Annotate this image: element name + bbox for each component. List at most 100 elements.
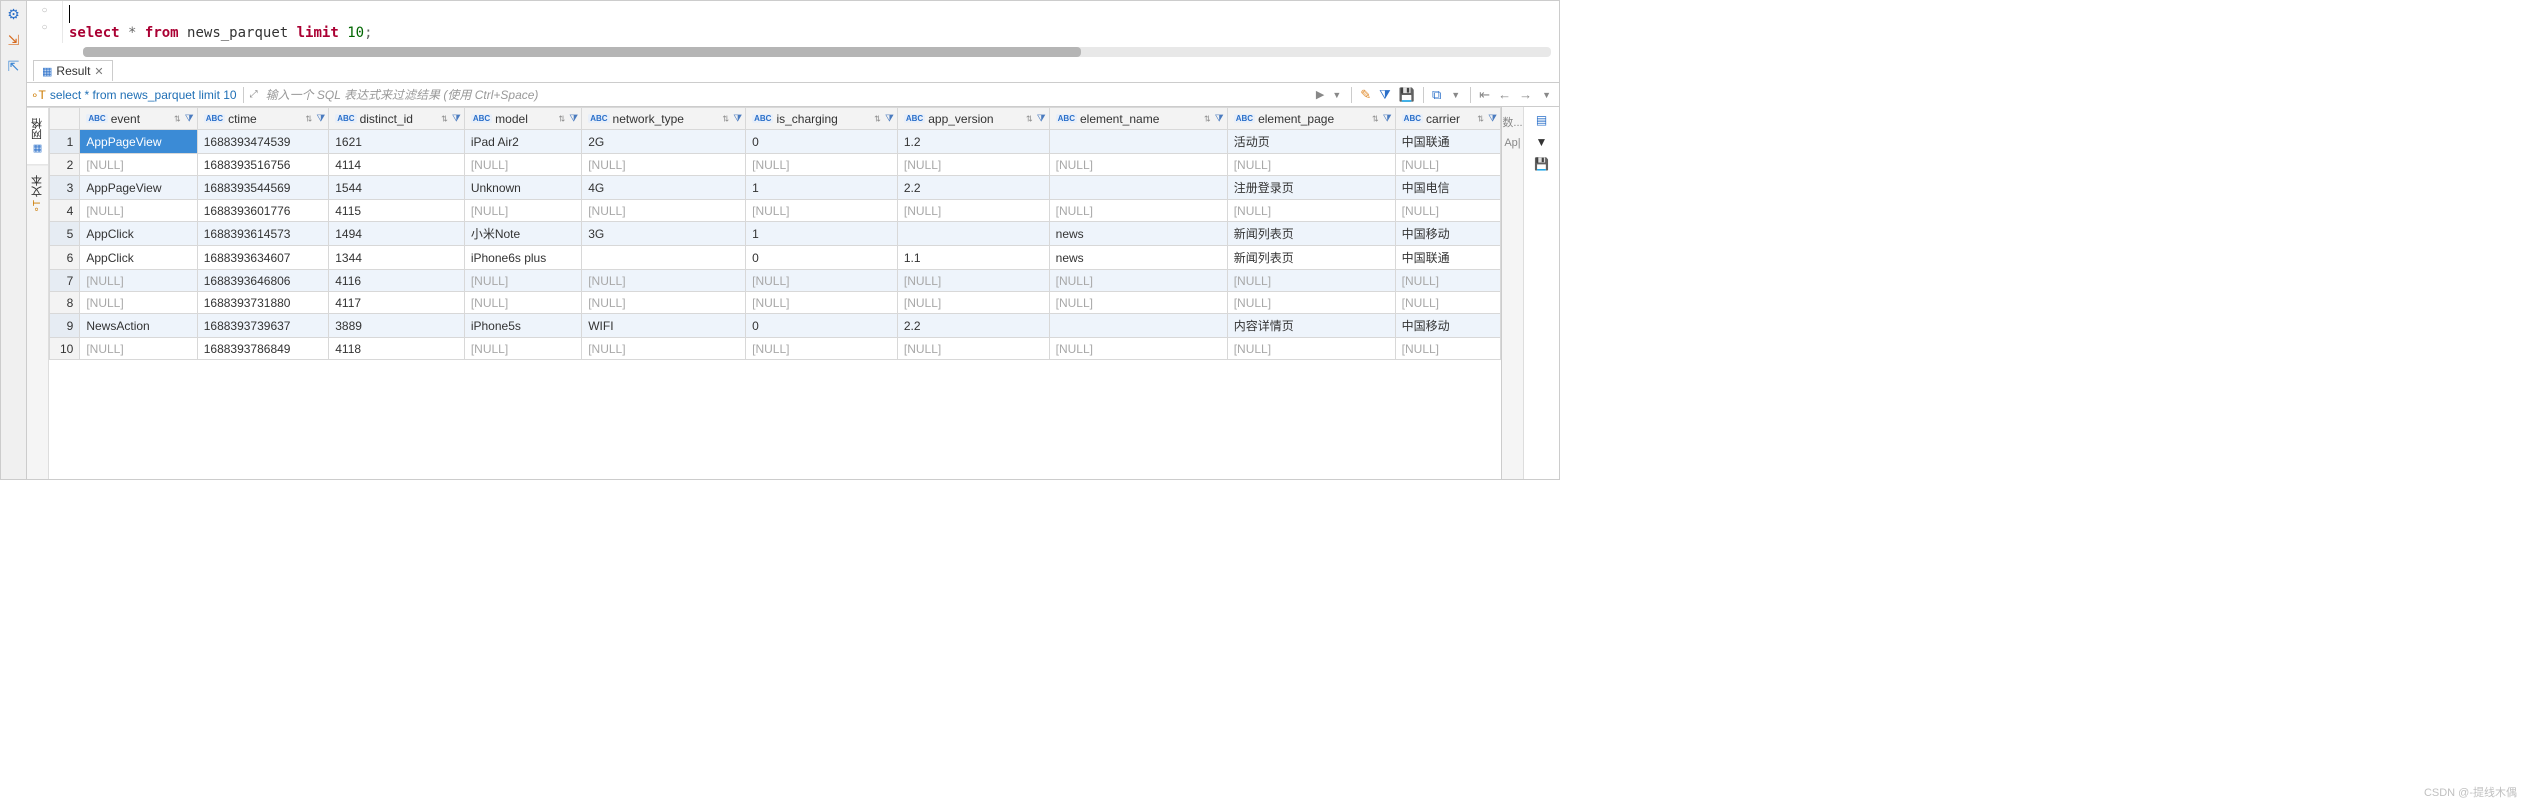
- cell[interactable]: news: [1049, 222, 1227, 246]
- cell[interactable]: [NULL]: [80, 200, 197, 222]
- sort-icon[interactable]: ⇅: [1477, 114, 1484, 123]
- panel-dropdown[interactable]: ▼: [1536, 135, 1548, 149]
- cell[interactable]: [NULL]: [746, 292, 898, 314]
- cell[interactable]: [NULL]: [1049, 292, 1227, 314]
- cell[interactable]: [582, 246, 746, 270]
- table-row[interactable]: 4[NULL]16883936017764115[NULL][NULL][NUL…: [50, 200, 1501, 222]
- column-header-app_version[interactable]: ABCapp_version⇅⧩: [897, 108, 1049, 130]
- cell[interactable]: [NULL]: [897, 270, 1049, 292]
- gear-icon[interactable]: ⚙: [5, 5, 23, 23]
- cell[interactable]: 4115: [329, 200, 465, 222]
- column-header-is_charging[interactable]: ABCis_charging⇅⧩: [746, 108, 898, 130]
- cell[interactable]: [NULL]: [1395, 200, 1500, 222]
- filter-icon[interactable]: ⧩: [316, 113, 325, 124]
- sort-icon[interactable]: ⇅: [874, 114, 881, 123]
- cell[interactable]: [NULL]: [1227, 154, 1395, 176]
- sort-icon[interactable]: ⇅: [559, 114, 566, 123]
- filter-icon[interactable]: ⧩: [1377, 87, 1393, 103]
- cell[interactable]: 2.2: [897, 176, 1049, 200]
- filter-icon[interactable]: ⧩: [1383, 113, 1392, 124]
- row-number[interactable]: 4: [50, 200, 80, 222]
- cell[interactable]: [NULL]: [464, 270, 581, 292]
- cell[interactable]: 1688393474539: [197, 130, 329, 154]
- cell[interactable]: [NULL]: [1227, 338, 1395, 360]
- breakpoint-slot[interactable]: ○: [41, 22, 47, 33]
- table-row[interactable]: 1AppPageView16883934745391621iPad Air22G…: [50, 130, 1501, 154]
- row-number[interactable]: 8: [50, 292, 80, 314]
- expand-icon[interactable]: ⤢: [250, 89, 258, 100]
- cell[interactable]: [NULL]: [746, 338, 898, 360]
- import-icon[interactable]: ⇱: [5, 57, 23, 75]
- table-row[interactable]: 8[NULL]16883937318804117[NULL][NULL][NUL…: [50, 292, 1501, 314]
- cell[interactable]: 2G: [582, 130, 746, 154]
- export-icon[interactable]: ⇲: [5, 31, 23, 49]
- cell[interactable]: [NULL]: [897, 154, 1049, 176]
- row-number[interactable]: 7: [50, 270, 80, 292]
- save-icon[interactable]: 💾: [1533, 155, 1551, 173]
- cell[interactable]: 3G: [582, 222, 746, 246]
- cell[interactable]: AppClick: [80, 222, 197, 246]
- cell[interactable]: [NULL]: [582, 292, 746, 314]
- cell[interactable]: [NULL]: [746, 270, 898, 292]
- cell[interactable]: [NULL]: [582, 154, 746, 176]
- cell[interactable]: [NULL]: [582, 200, 746, 222]
- cell[interactable]: 注册登录页: [1227, 176, 1395, 200]
- scrollbar-thumb[interactable]: [83, 47, 1081, 57]
- cell[interactable]: 1544: [329, 176, 465, 200]
- cell[interactable]: 4117: [329, 292, 465, 314]
- table-row[interactable]: 10[NULL]16883937868494118[NULL][NULL][NU…: [50, 338, 1501, 360]
- cell[interactable]: [NULL]: [464, 338, 581, 360]
- save-icon[interactable]: 💾: [1397, 87, 1417, 103]
- column-header-model[interactable]: ABCmodel⇅⧩: [464, 108, 581, 130]
- cell[interactable]: 1344: [329, 246, 465, 270]
- cell[interactable]: AppClick: [80, 246, 197, 270]
- cell[interactable]: [NULL]: [897, 338, 1049, 360]
- filter-icon[interactable]: ⧩: [452, 113, 461, 124]
- cell[interactable]: 0: [746, 246, 898, 270]
- row-number[interactable]: 6: [50, 246, 80, 270]
- table-row[interactable]: 2[NULL]16883935167564114[NULL][NULL][NUL…: [50, 154, 1501, 176]
- row-number[interactable]: 1: [50, 130, 80, 154]
- cell[interactable]: [1049, 130, 1227, 154]
- cell[interactable]: [NULL]: [80, 292, 197, 314]
- cell[interactable]: 中国联通: [1395, 130, 1500, 154]
- cell[interactable]: 新闻列表页: [1227, 246, 1395, 270]
- table-row[interactable]: 7[NULL]16883936468064116[NULL][NULL][NUL…: [50, 270, 1501, 292]
- cell[interactable]: 1688393646806: [197, 270, 329, 292]
- cell[interactable]: 中国移动: [1395, 314, 1500, 338]
- cell[interactable]: [NULL]: [897, 292, 1049, 314]
- cell[interactable]: 1688393786849: [197, 338, 329, 360]
- cell[interactable]: [NULL]: [80, 154, 197, 176]
- cell[interactable]: 1688393634607: [197, 246, 329, 270]
- row-number[interactable]: 9: [50, 314, 80, 338]
- cell[interactable]: 2.2: [897, 314, 1049, 338]
- cell[interactable]: [NULL]: [464, 200, 581, 222]
- breakpoint-slot[interactable]: ○: [41, 5, 47, 16]
- column-header-distinct_id[interactable]: ABCdistinct_id⇅⧩: [329, 108, 465, 130]
- cell[interactable]: [NULL]: [746, 154, 898, 176]
- cell[interactable]: iPhone5s: [464, 314, 581, 338]
- cell[interactable]: iPhone6s plus: [464, 246, 581, 270]
- sort-icon[interactable]: ⇅: [306, 114, 313, 123]
- cell[interactable]: [NULL]: [1049, 200, 1227, 222]
- cell[interactable]: [1049, 176, 1227, 200]
- prev-icon[interactable]: ←: [1496, 87, 1513, 102]
- cell[interactable]: 1.1: [897, 246, 1049, 270]
- sort-icon[interactable]: ⇅: [722, 114, 729, 123]
- filter-icon[interactable]: ⧩: [1215, 113, 1224, 124]
- cell[interactable]: [NULL]: [1395, 270, 1500, 292]
- close-icon[interactable]: ✕: [94, 65, 103, 78]
- row-number[interactable]: 3: [50, 176, 80, 200]
- side-tab-text[interactable]: ∘T 文本: [27, 164, 48, 222]
- cell[interactable]: [NULL]: [897, 200, 1049, 222]
- filter-icon[interactable]: ⧩: [1488, 113, 1497, 124]
- side-tab-grid[interactable]: ▦ 网格: [27, 107, 48, 164]
- filter-icon[interactable]: ⧩: [885, 113, 894, 124]
- column-header-network_type[interactable]: ABCnetwork_type⇅⧩: [582, 108, 746, 130]
- cell[interactable]: 4114: [329, 154, 465, 176]
- cell[interactable]: 1688393516756: [197, 154, 329, 176]
- row-number[interactable]: 10: [50, 338, 80, 360]
- next-icon[interactable]: →: [1517, 87, 1534, 102]
- cell[interactable]: 内容详情页: [1227, 314, 1395, 338]
- sort-icon[interactable]: ⇅: [1372, 114, 1379, 123]
